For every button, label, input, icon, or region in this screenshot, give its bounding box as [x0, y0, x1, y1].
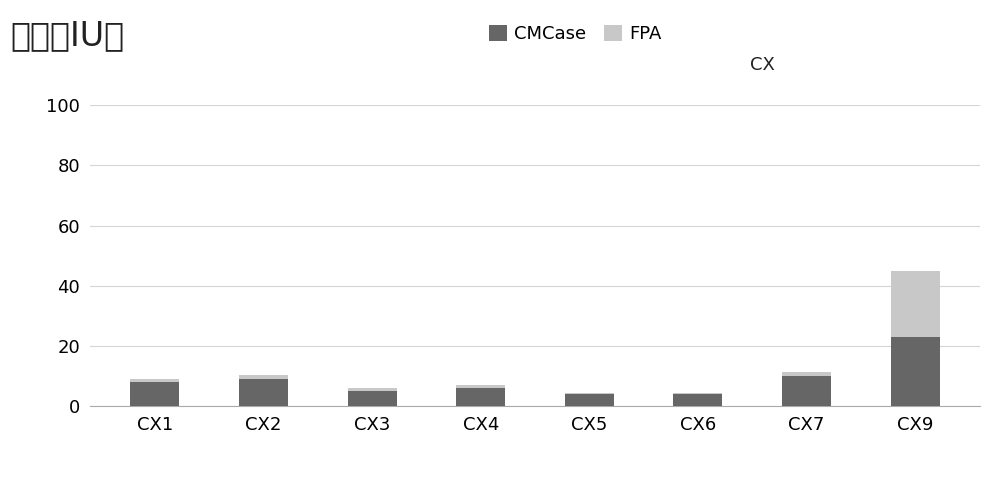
Bar — [782, 376, 831, 406]
Bar — [782, 372, 831, 376]
Bar — [565, 393, 614, 394]
Bar — [239, 375, 288, 379]
Bar — [348, 388, 397, 391]
Text: CX: CX — [750, 55, 775, 74]
Bar — [673, 394, 722, 406]
Text: 醂活（IU）: 醂活（IU） — [10, 19, 124, 52]
Bar — [673, 393, 722, 394]
Legend: CMCase, FPA: CMCase, FPA — [482, 18, 669, 51]
Bar — [891, 271, 940, 337]
Bar — [456, 385, 505, 388]
Bar — [130, 382, 179, 406]
Bar — [456, 388, 505, 406]
Bar — [348, 391, 397, 406]
Bar — [891, 337, 940, 406]
Bar — [239, 379, 288, 406]
Bar — [565, 394, 614, 406]
Bar — [130, 379, 179, 382]
